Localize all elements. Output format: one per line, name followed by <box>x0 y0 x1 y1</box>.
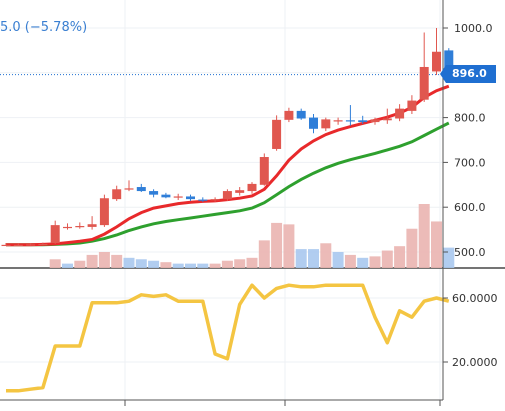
candle-body <box>75 226 85 228</box>
price-tick-label: 1000.0 <box>454 22 493 35</box>
oscillator-line <box>6 283 450 393</box>
candle-body <box>296 110 306 119</box>
volume-bar <box>344 254 356 268</box>
volume-bars <box>49 204 455 268</box>
candle-body <box>419 66 429 100</box>
candle-body <box>50 225 60 244</box>
price-tick-label: 600.0 <box>454 201 486 214</box>
candle-body <box>432 51 441 72</box>
candle-body <box>309 117 318 129</box>
price-change-text: 5.0 (−5.78%) <box>0 20 88 35</box>
candle-body <box>1 244 11 247</box>
candle-body <box>13 244 23 247</box>
candle-body <box>161 194 171 198</box>
candle-body <box>173 196 183 198</box>
candle-body <box>333 120 343 122</box>
volume-bar <box>86 254 98 268</box>
volume-bar <box>98 252 110 268</box>
candle-body <box>358 120 368 123</box>
price-tick-label: 800.0 <box>454 112 486 125</box>
slow-ma-line <box>6 121 450 247</box>
volume-bar <box>148 260 160 268</box>
volume-bar <box>369 256 381 268</box>
candle-body <box>407 100 417 111</box>
volume-bar <box>381 250 393 268</box>
volume-bar <box>332 252 344 268</box>
candle-body <box>235 190 245 193</box>
candle-body <box>284 110 294 120</box>
volume-bar <box>443 247 455 268</box>
volume-bar <box>197 263 209 268</box>
candle-body <box>149 191 159 195</box>
fast-ma-line <box>6 84 450 247</box>
volume-bar <box>209 263 221 268</box>
osc-tick-label: 20.0000 <box>452 356 498 369</box>
osc-tick-label: 60.0000 <box>452 292 498 305</box>
candle-body <box>259 157 269 185</box>
volume-bar <box>172 263 184 268</box>
candle-body <box>198 199 208 201</box>
volume-bar <box>185 263 196 268</box>
candle-body <box>272 119 282 149</box>
candle-body <box>136 187 146 192</box>
oscillator-pane <box>6 283 450 393</box>
volume-bar <box>49 259 61 268</box>
volume-bar <box>308 249 319 268</box>
volume-bar <box>418 204 430 268</box>
volume-bar <box>394 246 406 268</box>
candles <box>1 28 454 247</box>
volume-bar <box>431 221 442 268</box>
volume-bar <box>160 262 172 268</box>
volume-bar <box>135 259 147 268</box>
volume-bar <box>62 263 73 268</box>
volume-bar <box>246 257 258 268</box>
candle-body <box>395 108 405 119</box>
volume-bar <box>357 257 369 268</box>
candle-body <box>382 118 392 121</box>
candle-body <box>63 226 72 229</box>
volume-bar <box>271 222 283 268</box>
volume-bar <box>111 254 123 268</box>
candle-body <box>444 50 454 75</box>
volume-bar <box>234 259 246 268</box>
price-tick-label: 700.0 <box>454 156 486 169</box>
volume-bar <box>283 224 295 268</box>
volume-bar <box>295 249 307 268</box>
volume-bar <box>406 228 418 268</box>
moving-averages <box>6 84 450 247</box>
volume-bar <box>221 260 233 268</box>
volume-bar <box>74 260 86 268</box>
candle-body <box>222 191 232 200</box>
candle-body <box>87 224 97 227</box>
candle-body <box>247 183 257 192</box>
volume-bar <box>258 240 270 268</box>
price-tick-label: 500.0 <box>454 246 486 259</box>
candle-body <box>124 188 134 190</box>
candle-body <box>112 189 122 200</box>
candle-body <box>345 120 355 122</box>
candle-body <box>186 196 195 200</box>
candle-body <box>210 199 220 201</box>
candle-body <box>370 119 380 123</box>
candle-body <box>99 198 109 226</box>
last-price-tag: 896.0 <box>440 65 496 83</box>
volume-bar <box>123 257 135 268</box>
volume-bar <box>320 243 332 268</box>
candle-body <box>321 119 331 129</box>
candle-body <box>38 243 48 246</box>
candle-body <box>26 244 36 246</box>
